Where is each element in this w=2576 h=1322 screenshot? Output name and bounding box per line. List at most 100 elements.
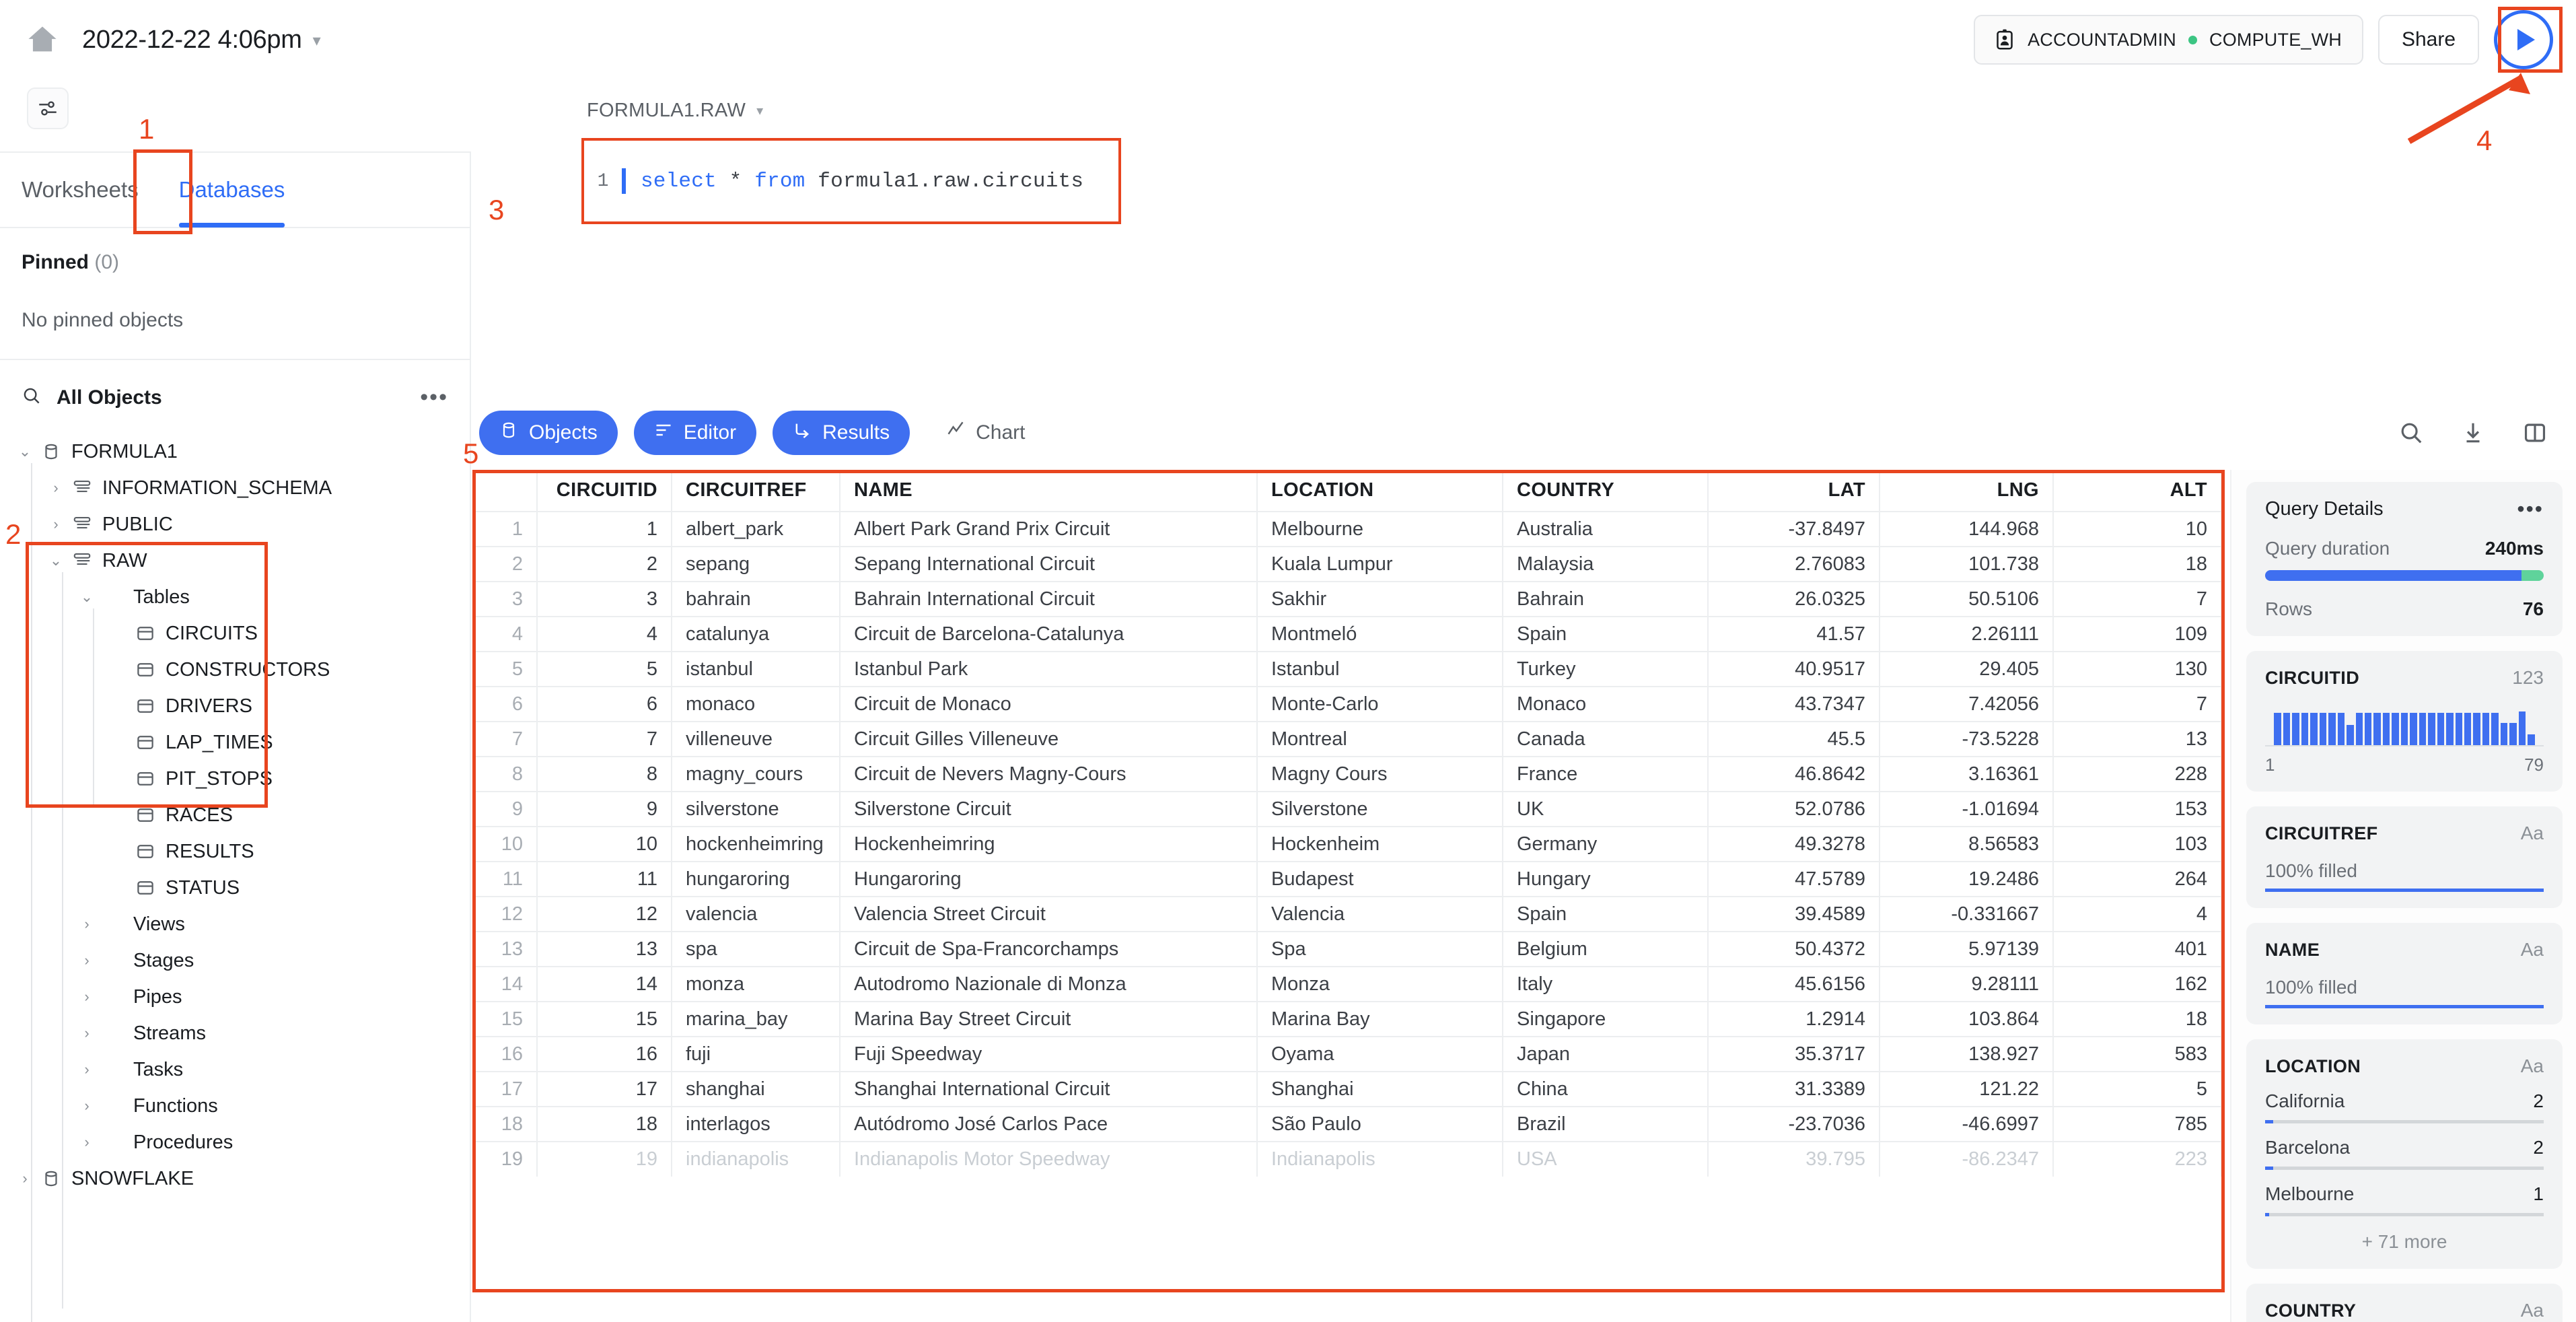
tree-item-results[interactable]: RESULTS bbox=[0, 833, 470, 870]
tree-item-stages[interactable]: › Stages bbox=[0, 942, 470, 979]
cell-name: Albert Park Grand Prix Circuit bbox=[840, 512, 1258, 547]
tree-item-public[interactable]: › PUBLIC bbox=[0, 506, 470, 543]
table-row[interactable]: 6 6 monaco Circuit de Monaco Monte-Carlo Mona… bbox=[472, 687, 2222, 722]
role-warehouse-selector[interactable]: ACCOUNTADMIN COMPUTE_WH bbox=[1974, 15, 2363, 65]
table-row[interactable]: 10 10 hockenheimring Hockenheimring Hockenhe… bbox=[472, 827, 2222, 862]
table-row[interactable]: 8 8 magny_cours Circuit de Nevers Magny-Cou… bbox=[472, 757, 2222, 792]
tree-item-lap_times[interactable]: LAP_TIMES bbox=[0, 724, 470, 761]
chevron-right-icon[interactable]: › bbox=[84, 1024, 90, 1041]
chevron-right-icon[interactable]: › bbox=[84, 1134, 90, 1150]
table-row[interactable]: 7 7 villeneuve Circuit Gilles Villeneuve Mon… bbox=[472, 722, 2222, 757]
results-table: CIRCUITID CIRCUITREF NAME LOCATION COUNTRY LA… bbox=[472, 470, 2222, 1177]
table-row[interactable]: 9 9 silverstone Silverstone Circuit Silverst… bbox=[472, 792, 2222, 827]
tree-item-views[interactable]: › Views bbox=[0, 906, 470, 942]
results-table-body: 1 1 albert_park Albert Park Grand Prix Circ… bbox=[472, 512, 2222, 1177]
worksheet-params-button[interactable] bbox=[27, 88, 69, 129]
column-header-name[interactable]: NAME bbox=[840, 470, 1258, 512]
cell-lng: 121.22 bbox=[1880, 1072, 2054, 1107]
column-header-circuitid[interactable]: CIRCUITID bbox=[537, 470, 672, 512]
tree-item-races[interactable]: RACES bbox=[0, 797, 470, 833]
run-query-button[interactable] bbox=[2494, 10, 2553, 69]
column-header-lng[interactable]: LNG bbox=[1880, 470, 2054, 512]
worksheet-title-dropdown[interactable]: 2022-12-22 4:06pm ▾ bbox=[82, 26, 321, 55]
toggle-results-panel[interactable]: Results bbox=[773, 411, 910, 455]
table-row[interactable]: 4 4 catalunya Circuit de Barcelona-Cataluny… bbox=[472, 617, 2222, 652]
table-row[interactable]: 11 11 hungaroring Hungaroring Budapest Hungar… bbox=[472, 862, 2222, 897]
table-row[interactable]: 14 14 monza Autodromo Nazionale di Monza Mon… bbox=[472, 967, 2222, 1002]
cell-name: Istanbul Park bbox=[840, 652, 1258, 687]
tab-databases[interactable]: Databases bbox=[178, 152, 285, 228]
editor-context-selector[interactable]: FORMULA1.RAW ▾ bbox=[472, 79, 2576, 122]
pinned-section: Pinned (0) No pinned objects bbox=[0, 228, 470, 360]
tree-item-snowflake[interactable]: › SNOWFLAKE bbox=[0, 1160, 470, 1197]
chevron-right-icon[interactable]: › bbox=[84, 1097, 90, 1114]
chevron-down-icon[interactable]: ⌄ bbox=[18, 443, 32, 460]
chart-line-icon bbox=[946, 421, 965, 445]
tree-item-tasks[interactable]: › Tasks bbox=[0, 1051, 470, 1088]
column-header-lat[interactable]: LAT bbox=[1708, 470, 1880, 512]
tree-item-streams[interactable]: › Streams bbox=[0, 1015, 470, 1051]
chevron-right-icon[interactable]: › bbox=[53, 479, 59, 496]
column-header-country[interactable]: COUNTRY bbox=[1503, 470, 1709, 512]
cell-name: Autódromo José Carlos Pace bbox=[840, 1107, 1258, 1142]
tab-worksheets[interactable]: Worksheets bbox=[22, 177, 139, 202]
table-row[interactable]: 15 15 marina_bay Marina Bay Street Circuit M… bbox=[472, 1002, 2222, 1037]
table-row[interactable]: 5 5 istanbul Istanbul Park Istanbul Turkey 40.… bbox=[472, 652, 2222, 687]
column-stat-name: CIRCUITID bbox=[2265, 667, 2360, 688]
tree-item-status[interactable]: STATUS bbox=[0, 870, 470, 906]
split-panel-icon[interactable] bbox=[2522, 420, 2548, 446]
column-header-location[interactable]: LOCATION bbox=[1257, 470, 1503, 512]
toggle-chart-panel[interactable]: Chart bbox=[926, 411, 1045, 455]
table-row[interactable]: 18 18 interlagos Autódromo José Carlos Pace… bbox=[472, 1107, 2222, 1142]
table-row[interactable]: 19 19 indianapolis Indianapolis Motor Speed… bbox=[472, 1142, 2222, 1177]
tree-item-functions[interactable]: › Functions bbox=[0, 1088, 470, 1124]
chevron-right-icon[interactable]: › bbox=[84, 915, 90, 932]
chevron-right-icon[interactable]: › bbox=[22, 1170, 28, 1187]
column-header-circuitref[interactable]: CIRCUITREF bbox=[672, 470, 840, 512]
histogram-bar bbox=[2528, 734, 2535, 745]
tree-item-tables[interactable]: ⌄ Tables bbox=[0, 579, 470, 615]
tree-item-pipes[interactable]: › Pipes bbox=[0, 979, 470, 1015]
more-dots-icon[interactable]: ••• bbox=[420, 384, 448, 411]
category-more-link[interactable]: + 71 more bbox=[2361, 1231, 2447, 1252]
cell-location: Budapest bbox=[1257, 862, 1503, 897]
tree-item-formula1[interactable]: ⌄ FORMULA1 bbox=[0, 433, 470, 470]
home-icon[interactable] bbox=[23, 20, 62, 59]
tree-item-constructors[interactable]: CONSTRUCTORS bbox=[0, 652, 470, 688]
histogram-bar bbox=[2464, 713, 2472, 745]
table-row[interactable]: 13 13 spa Circuit de Spa-Francorchamps Spa Be… bbox=[472, 932, 2222, 967]
query-details-panel[interactable]: Query Details ••• Query duration 240ms R… bbox=[2230, 470, 2576, 1322]
column-header-alt[interactable]: ALT bbox=[2053, 470, 2222, 512]
cell-country: Australia bbox=[1503, 512, 1709, 547]
all-objects-row[interactable]: All Objects ••• bbox=[0, 360, 470, 427]
tree-item-circuits[interactable]: CIRCUITS bbox=[0, 615, 470, 652]
cell-lat: 39.4589 bbox=[1708, 897, 1880, 932]
table-row[interactable]: 17 17 shanghai Shanghai International Circu… bbox=[472, 1072, 2222, 1107]
tree-item-raw[interactable]: ⌄ RAW bbox=[0, 543, 470, 579]
tree-item-information_schema[interactable]: › INFORMATION_SCHEMA bbox=[0, 470, 470, 506]
more-dots-icon[interactable]: ••• bbox=[2517, 496, 2544, 521]
sql-editor[interactable]: 1 select * from formula1.raw.circuits bbox=[581, 138, 1121, 224]
table-row[interactable]: 1 1 albert_park Albert Park Grand Prix Circ… bbox=[472, 512, 2222, 547]
toggle-objects-panel[interactable]: Objects bbox=[479, 411, 618, 455]
chevron-right-icon[interactable]: › bbox=[84, 952, 90, 969]
results-table-container[interactable]: CIRCUITID CIRCUITREF NAME LOCATION COUNTRY LA… bbox=[472, 470, 2225, 1322]
tree-item-label: Pipes bbox=[133, 985, 182, 1008]
chevron-right-icon[interactable]: › bbox=[84, 1061, 90, 1078]
download-icon[interactable] bbox=[2460, 420, 2486, 446]
cell-circuitref: marina_bay bbox=[672, 1002, 840, 1037]
table-row[interactable]: 12 12 valencia Valencia Street Circuit Valen… bbox=[472, 897, 2222, 932]
table-row[interactable]: 16 16 fuji Fuji Speedway Oyama Japan 35.3717 13… bbox=[472, 1037, 2222, 1072]
tree-item-procedures[interactable]: › Procedures bbox=[0, 1124, 470, 1160]
chevron-down-icon[interactable]: ⌄ bbox=[49, 552, 63, 569]
table-row[interactable]: 2 2 sepang Sepang International Circuit Kual… bbox=[472, 547, 2222, 582]
chevron-down-icon[interactable]: ⌄ bbox=[80, 588, 94, 605]
chevron-right-icon[interactable]: › bbox=[53, 516, 59, 532]
share-button[interactable]: Share bbox=[2378, 15, 2479, 65]
toggle-editor-panel[interactable]: Editor bbox=[633, 411, 757, 455]
tree-item-pit_stops[interactable]: PIT_STOPS bbox=[0, 761, 470, 797]
search-icon[interactable] bbox=[2398, 420, 2424, 446]
tree-item-drivers[interactable]: DRIVERS bbox=[0, 688, 470, 724]
chevron-right-icon[interactable]: › bbox=[84, 988, 90, 1005]
table-row[interactable]: 3 3 bahrain Bahrain International Circuit Sa… bbox=[472, 582, 2222, 617]
